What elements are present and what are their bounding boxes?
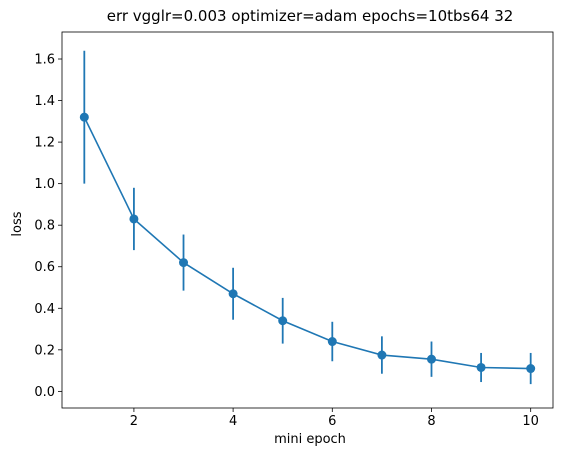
data-point: [79, 112, 89, 122]
data-point: [526, 364, 536, 374]
y-tick-label: 1.2: [34, 136, 55, 151]
x-tick-label: 8: [427, 414, 435, 429]
series-layer: [79, 50, 536, 385]
data-point: [278, 316, 288, 326]
y-tick-label: 0.0: [34, 385, 55, 400]
series-line: [83, 116, 531, 370]
y-tick-label: 0.6: [34, 260, 55, 275]
x-tick-label: 10: [522, 414, 539, 429]
data-point: [426, 354, 436, 364]
x-tick-label: 4: [229, 414, 237, 429]
data-point: [228, 289, 238, 299]
y-tick-label: 0.8: [34, 219, 55, 234]
y-tick-label: 1.4: [34, 94, 55, 109]
data-point: [179, 258, 189, 268]
x-tick-label: 6: [328, 414, 336, 429]
data-point: [476, 362, 486, 372]
chart-title: err vgglr=0.003 optimizer=adam epochs=10…: [107, 7, 514, 25]
y-tick-label: 1.0: [34, 177, 55, 192]
data-point: [129, 214, 139, 224]
y-tick-label: 1.6: [34, 53, 55, 68]
data-point: [377, 350, 387, 360]
y-tick-label: 0.4: [34, 302, 55, 317]
x-axis: 2 4 6 8 10: [130, 408, 539, 429]
y-axis: 0.0 0.2 0.4 0.6 0.8 1.0 1.2 1.4 1.6: [34, 53, 62, 400]
plot-area: [61, 31, 554, 409]
x-tick-label: 2: [130, 414, 138, 429]
data-point: [327, 337, 337, 347]
y-tick-label: 0.2: [34, 343, 55, 358]
plot-frame: [61, 31, 554, 409]
y-axis-label: loss: [10, 211, 25, 236]
x-axis-label: mini epoch: [274, 432, 346, 447]
